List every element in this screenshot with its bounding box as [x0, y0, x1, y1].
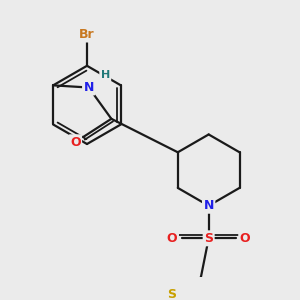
Text: N: N: [203, 199, 214, 212]
Text: S: S: [204, 232, 213, 245]
Text: S: S: [167, 288, 176, 300]
Text: N: N: [84, 81, 94, 94]
Text: O: O: [70, 136, 81, 149]
Text: H: H: [100, 70, 110, 80]
Text: O: O: [240, 232, 250, 245]
Text: Br: Br: [79, 28, 95, 41]
Text: O: O: [167, 232, 178, 245]
